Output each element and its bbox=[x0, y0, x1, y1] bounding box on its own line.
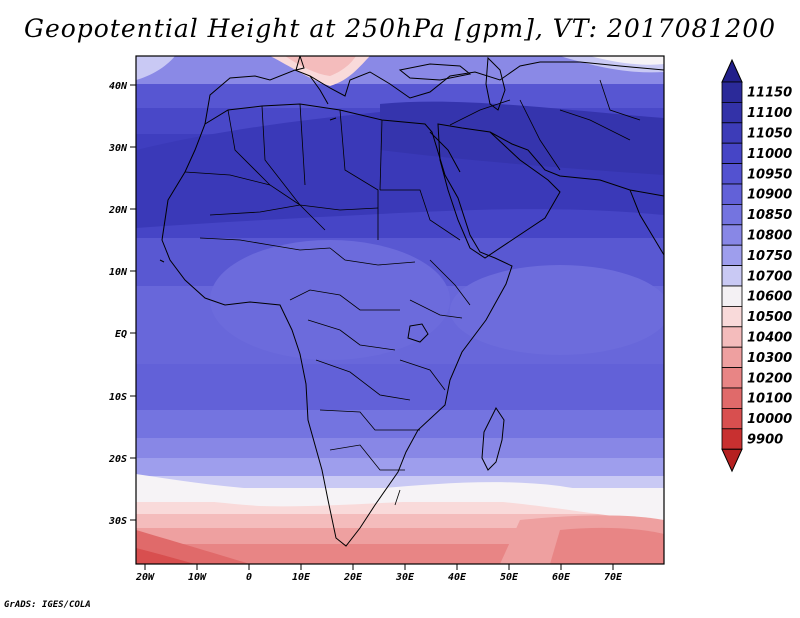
colorbar-label: 11100 bbox=[747, 106, 792, 121]
colorbar-label: 10200 bbox=[747, 371, 792, 386]
colorbar-swatch bbox=[721, 346, 743, 369]
coastlines bbox=[159, 56, 664, 547]
colorbar-label: 11150 bbox=[747, 86, 792, 101]
lon-label: 40E bbox=[448, 572, 467, 583]
colorbar-label: 10500 bbox=[747, 310, 792, 325]
colorbar-top-arrow bbox=[721, 58, 743, 83]
colorbar-swatch bbox=[721, 428, 743, 450]
lon-label: 50E bbox=[500, 572, 519, 583]
colorbar-label: 10900 bbox=[747, 188, 792, 203]
lat-label: 40N bbox=[109, 81, 128, 92]
colorbar-label: 10950 bbox=[747, 167, 792, 182]
lat-label: 30S bbox=[108, 516, 127, 527]
colorbar-label: 10400 bbox=[747, 331, 792, 346]
colorbar-swatch bbox=[721, 244, 743, 266]
credit-text: GrADS: IGES/COLA bbox=[4, 600, 91, 610]
colorbar-label: 11000 bbox=[747, 147, 792, 162]
colorbar-label: 11050 bbox=[747, 127, 792, 142]
lon-label: 60E bbox=[552, 572, 571, 583]
colorbar-swatch bbox=[721, 163, 743, 185]
lon-label: 10W bbox=[188, 572, 207, 583]
lon-label: 10E bbox=[292, 572, 311, 583]
colorbar-swatch bbox=[721, 102, 743, 124]
height-field bbox=[136, 56, 664, 564]
lon-label: 30E bbox=[395, 572, 415, 583]
colorbar-swatch bbox=[721, 142, 743, 164]
colorbar-label: 10750 bbox=[747, 249, 792, 264]
colorbar-swatch bbox=[721, 326, 743, 348]
lat-label: 30N bbox=[108, 143, 128, 154]
country-borders bbox=[184, 79, 641, 506]
colorbar-label: 10850 bbox=[747, 208, 792, 223]
lon-label: 20E bbox=[343, 572, 363, 583]
longitude-labels: 20W 10W 0 10E 20E 30E 40E 50E 60E 70E bbox=[135, 572, 623, 583]
colorbar-label: 9900 bbox=[747, 433, 783, 448]
colorbar-label: 10300 bbox=[747, 351, 792, 366]
colorbar-label: 10700 bbox=[747, 269, 792, 284]
colorbar: 11150 11100 11050 11000 10950 10900 10850 10800… bbox=[721, 58, 792, 473]
colorbar-label: 10100 bbox=[747, 392, 792, 407]
lat-label: 10N bbox=[109, 267, 128, 278]
colorbar-swatch bbox=[721, 81, 743, 103]
colorbar-label: 10600 bbox=[747, 290, 792, 305]
colorbar-swatch bbox=[721, 305, 743, 328]
axis-ticks bbox=[130, 84, 614, 570]
lat-label: 20N bbox=[108, 205, 128, 216]
colorbar-swatch bbox=[721, 122, 743, 144]
colorbar-swatch bbox=[721, 183, 743, 205]
lat-label: 10S bbox=[109, 392, 127, 403]
lon-label: 20W bbox=[135, 572, 155, 583]
colorbar-swatch bbox=[721, 265, 743, 287]
colorbar-swatch bbox=[721, 387, 743, 409]
colorbar-label: 10000 bbox=[747, 412, 792, 427]
lon-label: 70E bbox=[604, 572, 623, 583]
colorbar-swatch bbox=[721, 285, 743, 307]
colorbar-swatch bbox=[721, 367, 743, 389]
map-frame bbox=[135, 55, 665, 565]
colorbar-label: 10800 bbox=[747, 229, 792, 244]
colorbar-swatch bbox=[721, 407, 743, 430]
colorbar-swatch bbox=[721, 203, 743, 226]
map-title: Geopotential Height at 250hPa [gpm], VT:… bbox=[23, 14, 777, 43]
colorbar-swatch bbox=[721, 224, 743, 246]
lon-label: 0 bbox=[246, 572, 252, 583]
colorbar-bottom-arrow bbox=[721, 448, 743, 473]
lat-label: EQ bbox=[115, 329, 127, 340]
latitude-labels: 40N 30N 20N 10N EQ 10S 20S 30S bbox=[108, 81, 128, 527]
lat-label: 20S bbox=[108, 454, 127, 465]
